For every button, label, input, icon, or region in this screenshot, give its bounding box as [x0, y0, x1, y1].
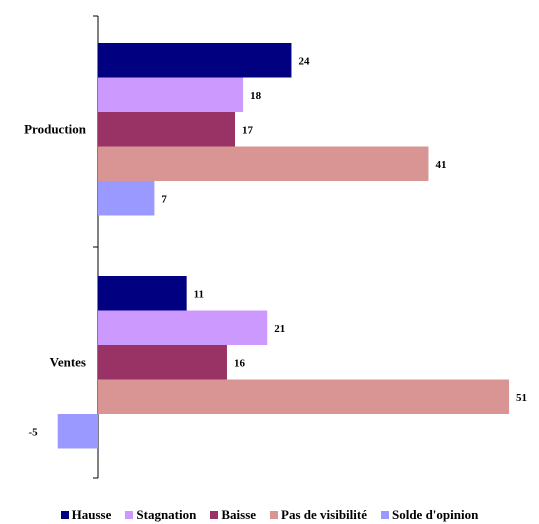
legend-swatch-pas-de-visibilite	[270, 511, 279, 519]
data-label-ventes-hausse: 11	[194, 288, 204, 300]
bar-production-pas-de-visibilite	[98, 146, 429, 181]
data-label-production-pas-de-visibilite: 41	[435, 159, 446, 171]
legend-item-stagnation: Stagnation	[125, 507, 196, 523]
bar-production-baisse	[98, 112, 236, 147]
bar-production-hausse	[98, 43, 292, 78]
legend-label-hausse: Hausse	[71, 507, 112, 522]
data-label-ventes-stagnation: 21	[274, 323, 285, 335]
bar-production-solde-d-opinion	[98, 181, 155, 216]
legend: Hausse Stagnation Baisse Pas de visibilité S…	[0, 506, 539, 524]
legend-label-stagnation: Stagnation	[136, 507, 197, 522]
data-label-ventes-baisse: 16	[234, 357, 246, 369]
legend-label-solde-d-opinion: Solde d'opinion	[391, 507, 479, 522]
bar-ventes-solde-d-opinion	[57, 414, 98, 449]
legend-item-hausse: Hausse	[60, 507, 112, 523]
bar-ventes-hausse	[98, 276, 187, 311]
legend-swatch-hausse	[60, 511, 69, 519]
data-label-production-stagnation: 18	[250, 90, 262, 102]
legend-item-baisse: Baisse	[210, 507, 256, 523]
data-label-production-hausse: 24	[298, 55, 310, 67]
bar-ventes-baisse	[98, 345, 227, 380]
bar-ventes-stagnation	[98, 310, 268, 345]
legend-swatch-stagnation	[125, 511, 134, 519]
data-label-production-baisse: 17	[242, 124, 254, 136]
legend-label-baisse: Baisse	[221, 507, 257, 522]
chart: Production 24 18 17 41 7 Ventes 11 21 16 51 -5	[24, 15, 527, 479]
data-label-ventes-solde-d-opinion: -5	[29, 426, 39, 438]
data-label-production-solde-d-opinion: 7	[161, 193, 167, 205]
legend-item-solde-d-opinion: Solde d'opinion	[380, 507, 479, 523]
legend-label-pas-de-visibilite: Pas de visibilité	[281, 507, 367, 522]
category-label-ventes: Ventes	[50, 354, 86, 369]
bar-ventes-pas-de-visibilite	[98, 379, 510, 414]
bar-production-stagnation	[98, 77, 244, 112]
legend-swatch-baisse	[210, 511, 219, 519]
category-label-production: Production	[24, 121, 87, 136]
legend-swatch-solde-d-opinion	[380, 511, 389, 519]
legend-item-pas-de-visibilite: Pas de visibilité	[270, 507, 367, 523]
data-label-ventes-pas-de-visibilite: 51	[516, 392, 527, 404]
